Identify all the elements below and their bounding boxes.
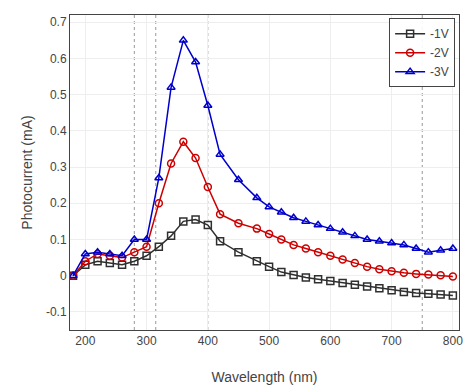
svg-text:Wavelength (nm): Wavelength (nm) (211, 369, 317, 385)
svg-text:200: 200 (75, 334, 95, 348)
svg-text:0.3: 0.3 (50, 160, 67, 174)
svg-text:400: 400 (198, 334, 218, 348)
svg-text:-1V: -1V (430, 27, 449, 41)
svg-text:300: 300 (137, 334, 157, 348)
svg-text:-2V: -2V (430, 46, 449, 60)
svg-text:500: 500 (259, 334, 279, 348)
svg-text:800: 800 (443, 334, 463, 348)
svg-text:600: 600 (320, 334, 340, 348)
svg-text:0: 0 (60, 269, 67, 283)
svg-text:0.1: 0.1 (50, 233, 67, 247)
svg-text:0.7: 0.7 (50, 15, 67, 29)
svg-text:Photocurrent (mA): Photocurrent (mA) (19, 115, 35, 229)
svg-text:0.2: 0.2 (50, 196, 67, 210)
svg-text:-3V: -3V (430, 65, 449, 79)
svg-text:-0.1: -0.1 (46, 305, 67, 319)
svg-text:700: 700 (382, 334, 402, 348)
svg-text:0.6: 0.6 (50, 52, 67, 66)
svg-text:0.5: 0.5 (50, 88, 67, 102)
svg-text:0.4: 0.4 (50, 124, 67, 138)
